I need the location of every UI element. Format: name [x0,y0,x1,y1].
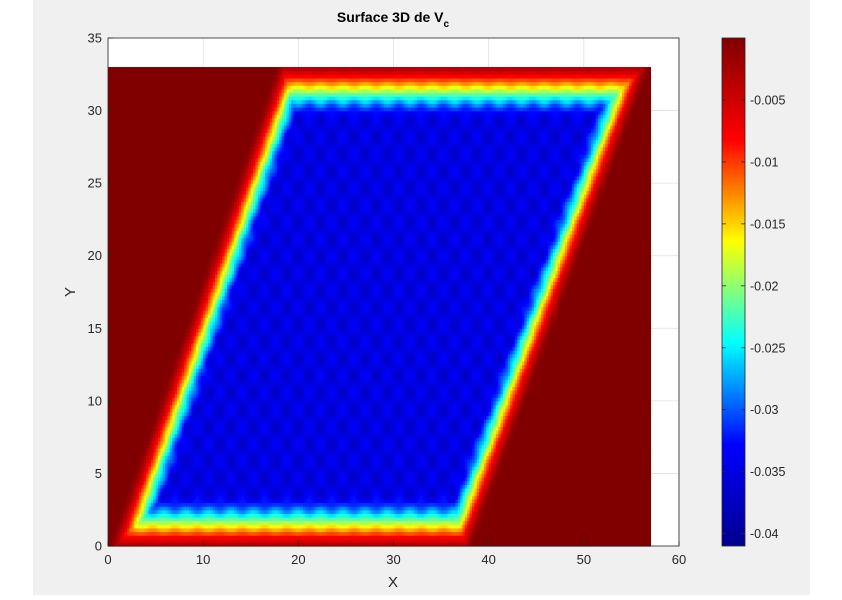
surface-cell [648,531,651,535]
surface-cell [648,470,651,474]
chart-title: Surface 3D de Vc [337,9,450,30]
surface-cell [648,473,651,477]
surface-cell [648,521,651,525]
surface-cell [648,517,651,521]
surface-cell [648,481,651,485]
surface-cell [648,484,651,488]
surface-image [108,67,651,547]
surface-cell [648,535,651,539]
surface-cell [648,506,651,510]
surface-cell [648,513,651,517]
surface-cell [648,492,651,496]
surface-cell [648,502,651,506]
surface-cell [648,477,651,481]
surface-cell [648,524,651,528]
surface-cell [648,539,651,543]
surface-cell [648,499,651,503]
surface-cell [648,528,651,532]
surface-cell [648,495,651,499]
surface-cell [648,488,651,492]
surface-cell [648,510,651,514]
